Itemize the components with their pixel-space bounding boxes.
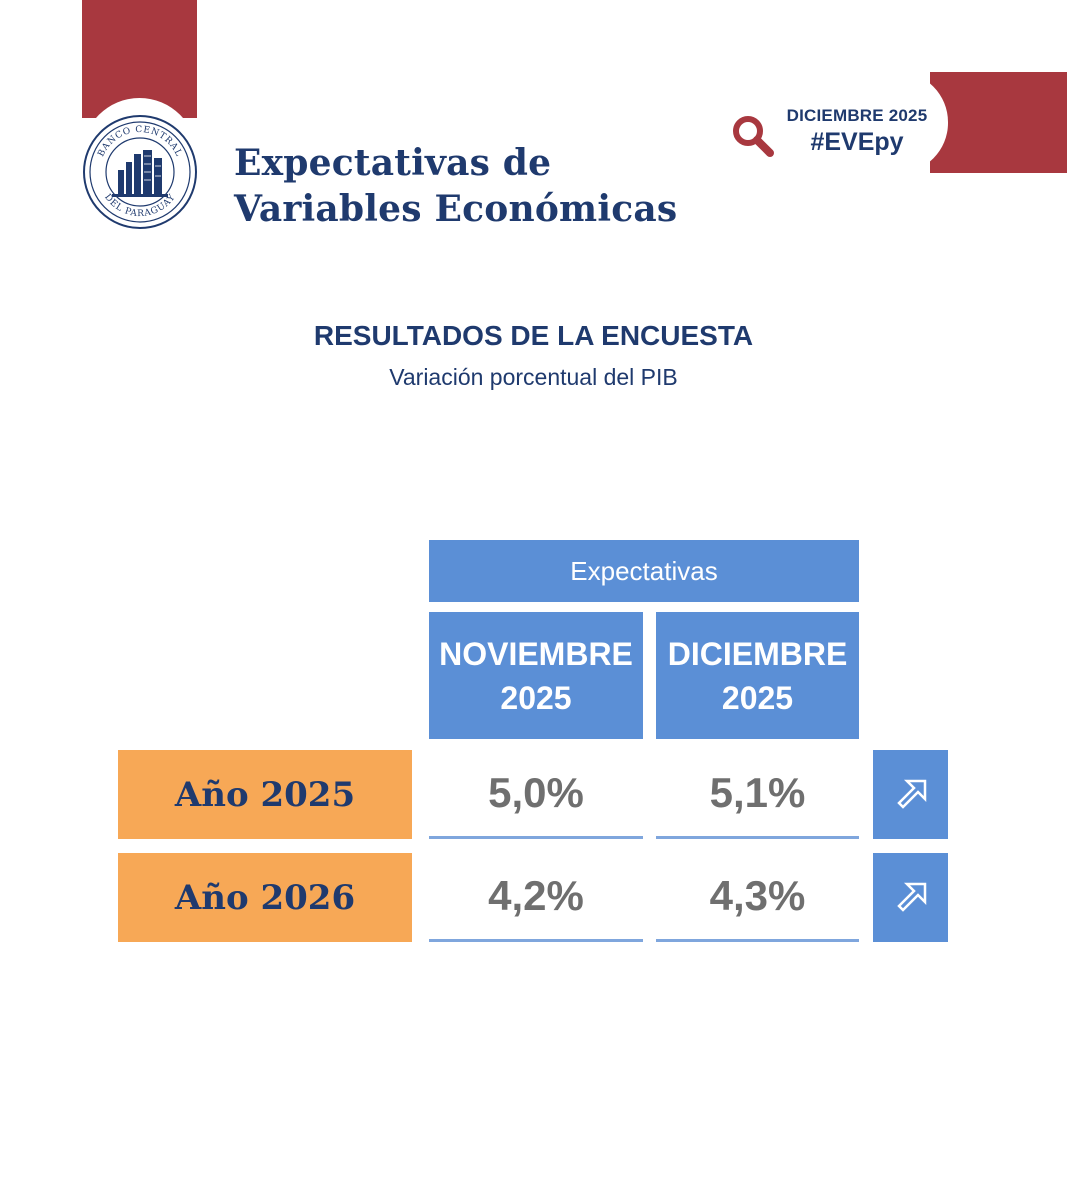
value-2026-december: 4,3% [656, 853, 859, 942]
issue-date: DICIEMBRE 2025 [786, 106, 928, 125]
arrow-up-right-icon [896, 882, 926, 912]
search-icon [733, 116, 774, 157]
row-label-2025: Año 2025 [118, 750, 412, 839]
section-subtitle: Variación porcentual del PIB [389, 364, 678, 390]
column-header-year: 2025 [500, 679, 572, 716]
value-2026-november: 4,2% [429, 853, 643, 942]
section-title: RESULTADOS DE LA ENCUESTA [313, 320, 754, 351]
row-label-2026: Año 2026 [118, 853, 412, 942]
expectations-header: Expectativas [429, 540, 859, 602]
page-title: Expectativas de Variables Económicas [234, 140, 677, 232]
title-line-1: Expectativas de [234, 142, 552, 184]
column-header-year: 2025 [721, 679, 794, 716]
column-header-november: NOVIEMBRE 2025 [429, 612, 643, 739]
column-header-december: DICIEMBRE 2025 [656, 612, 859, 739]
column-header-month: NOVIEMBRE [439, 635, 633, 672]
value-2025-december: 5,1% [656, 750, 859, 839]
trend-cell-2026 [873, 853, 948, 942]
trend-cell-2025 [873, 750, 948, 839]
value-2025-november: 5,0% [429, 750, 643, 839]
hashtag: #EVEpy [810, 128, 904, 156]
arrow-up-right-icon [896, 779, 926, 809]
bcp-logo: BANCO CENTRAL DEL PARAGUAY [83, 115, 197, 229]
column-header-month: DICIEMBRE [667, 635, 848, 672]
tag-ribbon [930, 72, 1067, 173]
title-line-2: Variables Económicas [234, 188, 678, 230]
